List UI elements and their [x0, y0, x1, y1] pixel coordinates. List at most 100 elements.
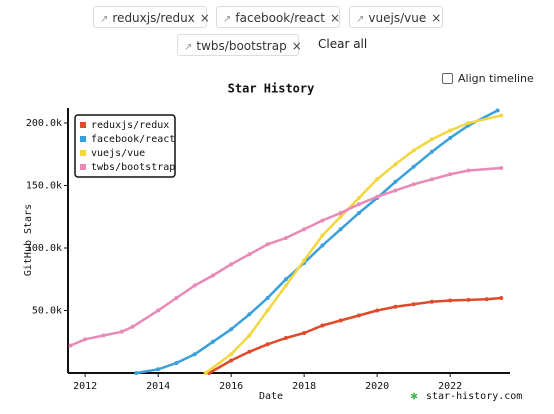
x-axis-label: Date: [259, 391, 283, 402]
chip-label: reduxjs/redux: [112, 11, 195, 25]
data-point: [448, 172, 453, 177]
legend-swatch: [80, 122, 86, 128]
data-point: [192, 283, 197, 288]
data-point: [495, 108, 500, 113]
legend-box: [74, 114, 176, 178]
data-point: [499, 166, 504, 170]
data-point: [448, 136, 453, 140]
x-tick-label: 2022: [438, 381, 462, 392]
data-point: [320, 323, 325, 328]
data-point: [174, 296, 179, 300]
data-point: [411, 164, 416, 169]
data-point: [83, 337, 88, 342]
data-point: [466, 121, 471, 125]
data-point: [338, 227, 343, 232]
data-point: [247, 312, 252, 317]
data-point: [411, 182, 416, 187]
data-point: [499, 296, 504, 300]
data-point: [356, 202, 361, 207]
data-point: [283, 336, 288, 340]
repo-chip[interactable]: ↗ reduxjs/redux ×: [93, 6, 210, 28]
repo-chip[interactable]: ↗ vuejs/vue ×: [349, 6, 443, 28]
data-point: [356, 196, 361, 200]
series-line: [208, 296, 502, 375]
legend-label: vuejs/vue: [91, 148, 145, 159]
data-point: [229, 352, 234, 357]
data-point: [210, 339, 215, 344]
data-point: [429, 149, 434, 154]
chip-label: facebook/react: [235, 11, 325, 25]
data-point: [466, 297, 471, 302]
clear-all[interactable]: Clear all: [318, 37, 368, 51]
data-point: [229, 262, 234, 267]
data-point: [119, 329, 124, 334]
data-point: [429, 137, 434, 142]
data-point: [134, 371, 139, 375]
legend-label: reduxjs/redux: [91, 120, 169, 131]
series-line: [70, 166, 502, 347]
data-point: [429, 177, 434, 182]
repo-chip[interactable]: ↗ twbs/bootstrap ×: [177, 34, 302, 56]
data-point: [356, 313, 361, 318]
data-point: [265, 342, 270, 347]
chip-label: twbs/bootstrap: [196, 39, 287, 53]
legend-swatch: [80, 164, 86, 170]
data-point: [247, 333, 252, 338]
data-point: [375, 194, 380, 199]
watermark: star-history.com: [426, 391, 522, 402]
data-point: [192, 352, 197, 357]
data-point: [174, 361, 179, 365]
x-tick-label: 2012: [73, 381, 97, 392]
y-tick-label: 200.0k: [26, 118, 62, 129]
x-tick-label: 2018: [292, 381, 316, 392]
data-point: [356, 211, 361, 215]
checkbox[interactable]: [442, 73, 453, 84]
data-point: [338, 318, 343, 323]
data-point: [283, 283, 288, 288]
data-point: [156, 367, 161, 372]
align-label: Align timeline: [458, 72, 534, 85]
repo-chip[interactable]: ↗ facebook/react ×: [216, 6, 340, 28]
data-point: [320, 243, 325, 248]
data-point: [429, 299, 434, 304]
y-axis-label: GitHub Stars: [23, 204, 34, 276]
data-point: [393, 304, 398, 309]
align-timeline[interactable]: Align timeline: [442, 72, 534, 85]
data-point: [484, 297, 489, 302]
data-point: [229, 327, 234, 332]
data-point: [203, 371, 208, 375]
data-point: [265, 308, 270, 313]
chart-title: Star History: [228, 82, 315, 96]
data-point: [68, 343, 73, 348]
data-point: [375, 308, 380, 313]
data-point: [448, 298, 453, 303]
data-point: [448, 128, 453, 133]
data-point: [283, 236, 288, 240]
data-point: [320, 233, 325, 238]
data-point: [101, 333, 106, 338]
chip-label: vuejs/vue: [368, 11, 427, 25]
y-tick-label: 100.0k: [26, 243, 62, 254]
legend-label: facebook/react: [91, 134, 175, 145]
legend-label: twbs/bootstrap: [91, 162, 175, 173]
data-point: [265, 242, 270, 247]
x-tick-label: 2014: [146, 381, 170, 392]
data-point: [302, 258, 307, 263]
data-point: [210, 273, 215, 278]
watermark-icon: ✱: [410, 389, 417, 403]
data-point: [466, 168, 471, 173]
data-point: [375, 177, 380, 182]
data-point: [338, 211, 343, 215]
x-tick-label: 2016: [219, 381, 243, 392]
data-point: [265, 296, 270, 300]
data-point: [393, 179, 398, 184]
legend-swatch: [80, 150, 86, 156]
y-tick-label: 150.0k: [26, 181, 62, 192]
y-tick-label: 50.0k: [32, 306, 62, 317]
legend-swatch: [80, 136, 86, 142]
data-point: [499, 113, 504, 118]
data-point: [302, 227, 307, 232]
data-point: [229, 358, 234, 363]
